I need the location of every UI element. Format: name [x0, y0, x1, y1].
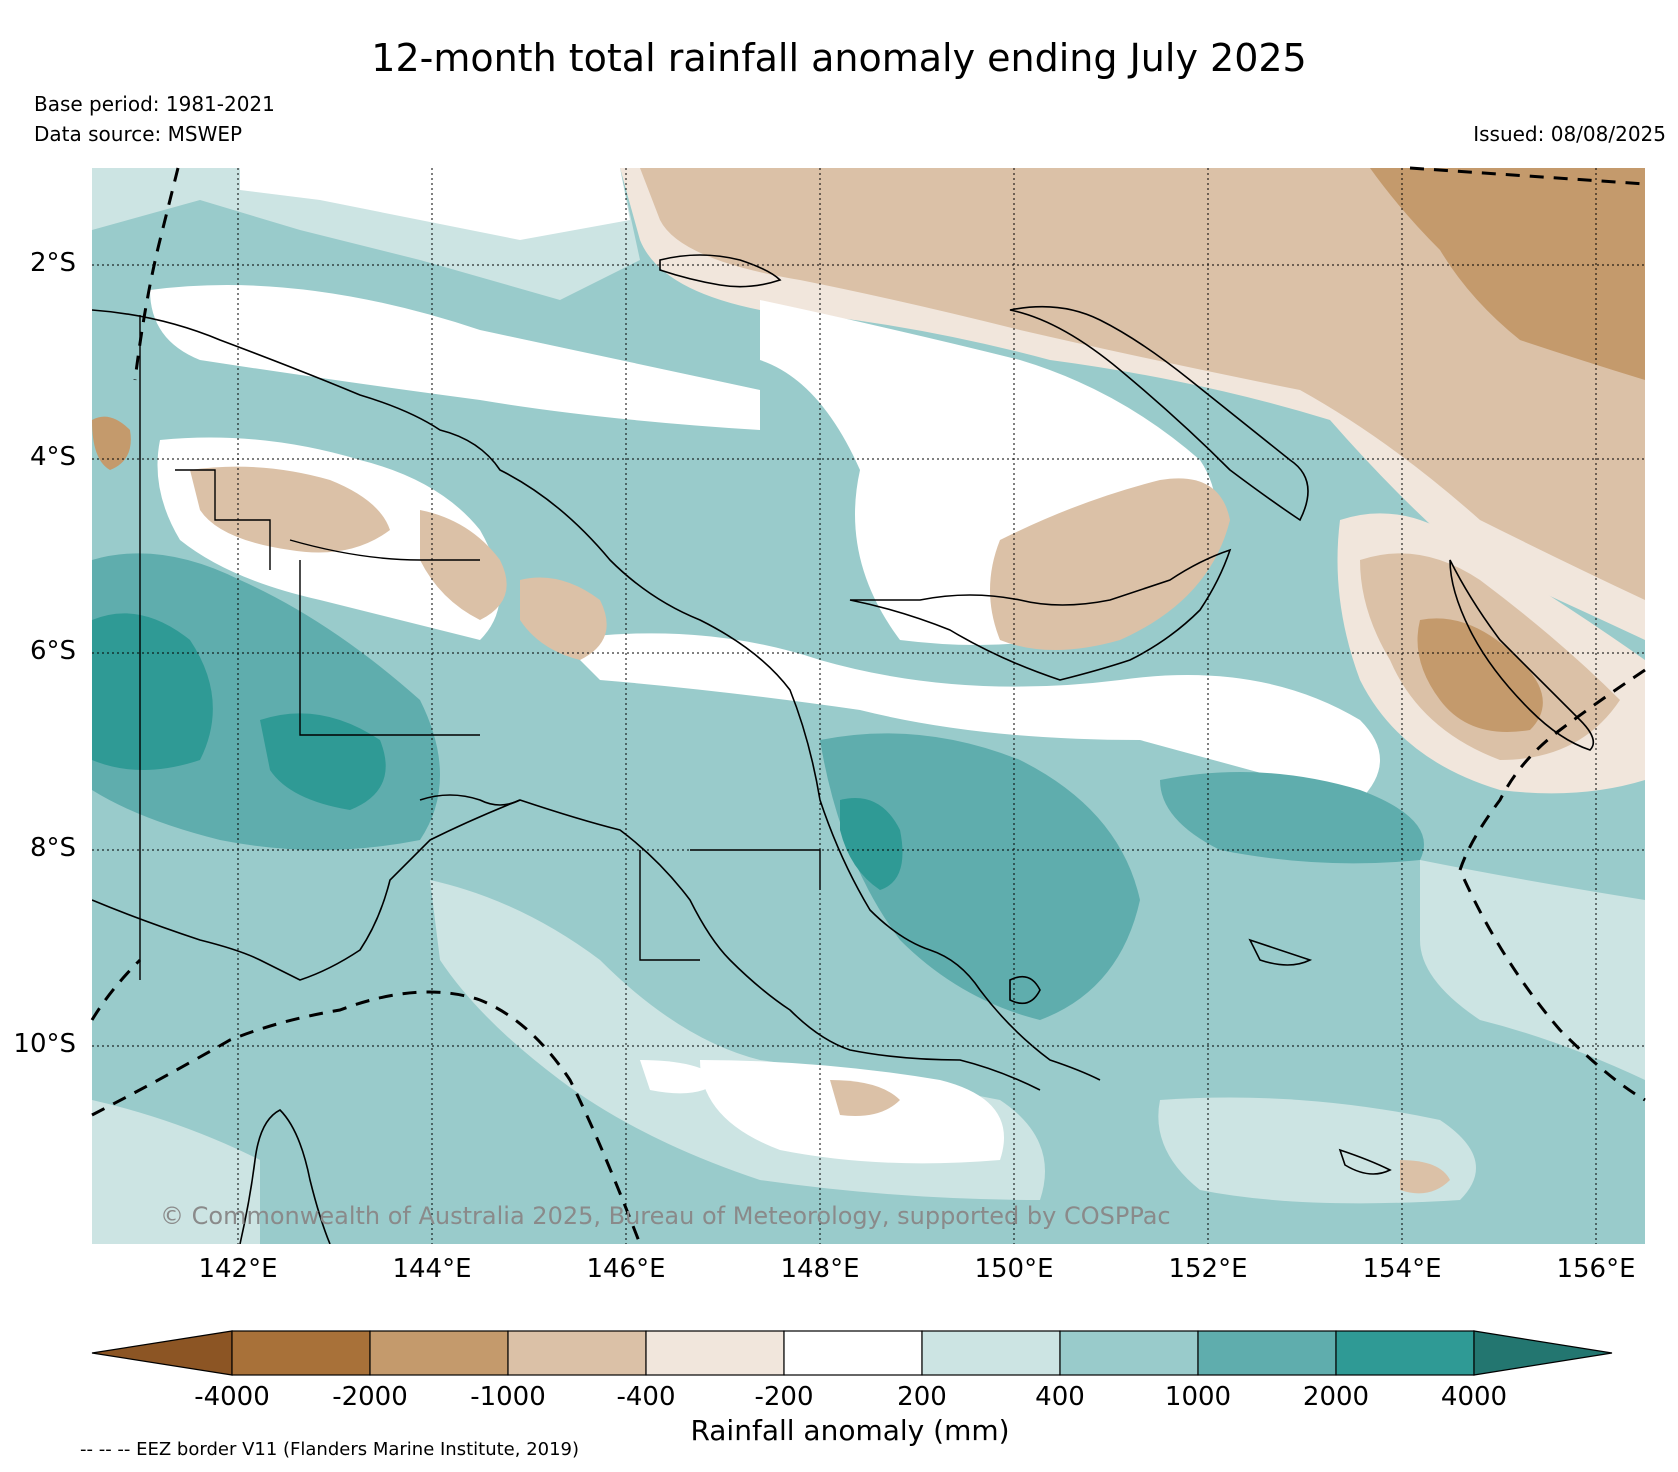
colorbar-extend-low — [91, 1330, 233, 1376]
anomaly-region — [420, 510, 507, 620]
colorbar-extend-high — [1473, 1330, 1613, 1376]
eez-borders — [90, 166, 1646, 1245]
base-period-text: Base period: 1981-2021 — [34, 92, 275, 116]
colorbar-tick-label: 2000 — [1302, 1382, 1370, 1412]
anomaly-region — [92, 1100, 260, 1244]
lon-label: 154°E — [1362, 1254, 1442, 1284]
anomaly-region — [1417, 618, 1543, 732]
colorbar-tick-label: -400 — [616, 1382, 676, 1412]
anomaly-region — [260, 713, 386, 810]
coastlines — [92, 254, 1595, 1244]
issued-date-text: Issued: 08/08/2025 — [1473, 122, 1666, 146]
anomaly-region — [1158, 1097, 1476, 1204]
anomaly-region — [1160, 772, 1424, 864]
anomaly-region — [150, 285, 760, 430]
lon-label: 144°E — [392, 1254, 472, 1284]
colorbar-segment — [1197, 1330, 1337, 1376]
lon-label: 156°E — [1556, 1254, 1636, 1284]
anomaly-region — [1400, 1160, 1450, 1194]
lon-label: 142°E — [198, 1254, 278, 1284]
colorbar-segment — [1335, 1330, 1475, 1376]
anomaly-region — [820, 733, 1140, 1020]
anomaly-region — [640, 1060, 720, 1094]
colorbar-tick-label: 4000 — [1440, 1382, 1508, 1412]
lat-label: 4°S — [29, 442, 76, 472]
anomaly-region — [190, 466, 390, 553]
anomaly-region — [92, 416, 131, 470]
colorbar-tick-label: -200 — [754, 1382, 814, 1412]
lon-label: 152°E — [1168, 1254, 1248, 1284]
colorbar-tick-label: -1000 — [470, 1382, 546, 1412]
map-title: 12-month total rainfall anomaly ending J… — [371, 36, 1307, 80]
colorbar-title: Rainfall anomaly (mm) — [690, 1414, 1010, 1447]
anomaly-region — [830, 1080, 900, 1116]
anomaly-region — [520, 577, 607, 660]
anomaly-region — [990, 478, 1230, 650]
lat-label: 6°S — [29, 636, 76, 666]
colorbar-segment — [231, 1330, 371, 1376]
colorbar — [91, 1330, 1613, 1376]
rainfall-anomaly-field — [92, 168, 1645, 1244]
anomaly-region — [560, 633, 1380, 800]
province-borders — [139, 315, 821, 980]
colorbar-segment — [783, 1330, 923, 1376]
lon-label: 150°E — [974, 1254, 1054, 1284]
anomaly-region — [1370, 168, 1645, 380]
data-source-text: Data source: MSWEP — [34, 122, 243, 146]
copyright-credit: © Commonwealth of Australia 2025, Bureau… — [160, 1202, 1171, 1230]
lat-label: 8°S — [29, 833, 76, 863]
colorbar-segment — [645, 1330, 785, 1376]
anomaly-region — [240, 168, 630, 240]
colorbar-tick-label: 1000 — [1164, 1382, 1232, 1412]
lon-label: 146°E — [586, 1254, 666, 1284]
colorbar-segment — [921, 1330, 1061, 1376]
colorbar-tick-label: -4000 — [194, 1382, 270, 1412]
eez-legend-note: -- -- -- EEZ border V11 (Flanders Marine… — [80, 1439, 580, 1460]
colorbar-segment — [369, 1330, 509, 1376]
colorbar-segment — [507, 1330, 647, 1376]
anomaly-region — [640, 168, 1645, 600]
lat-label: 10°S — [13, 1029, 76, 1059]
anomaly-region — [1420, 860, 1645, 1080]
lat-label: 2°S — [29, 248, 76, 278]
anomaly-region — [840, 798, 903, 890]
colorbar-tick-label: 400 — [1035, 1382, 1085, 1412]
colorbar-tick-label: 200 — [897, 1382, 947, 1412]
lon-label: 148°E — [780, 1254, 860, 1284]
graticule — [92, 168, 1645, 1244]
colorbar-segment — [1059, 1330, 1199, 1376]
colorbar-tick-label: -2000 — [332, 1382, 408, 1412]
